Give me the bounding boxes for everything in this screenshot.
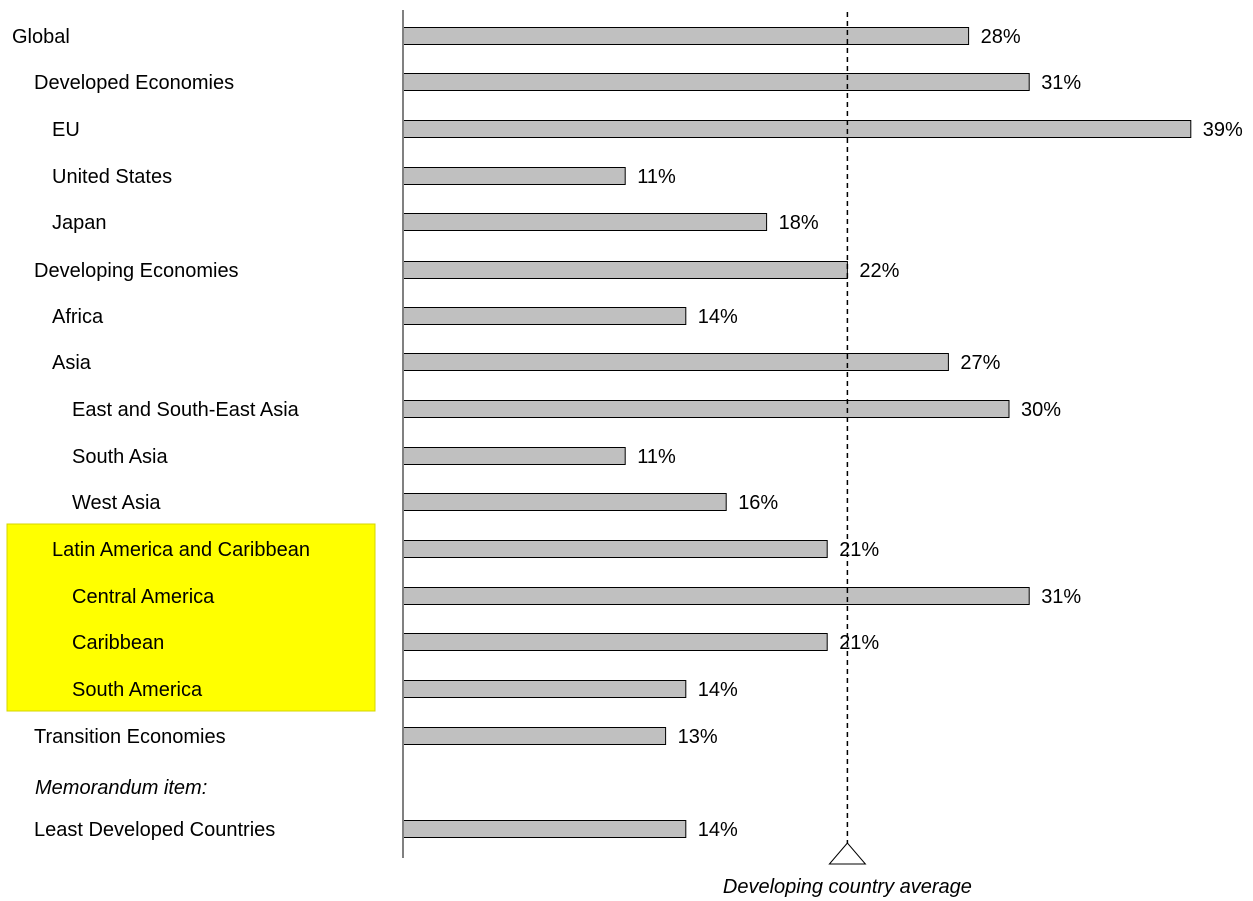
bar	[402, 167, 626, 185]
bar	[402, 820, 687, 838]
value-label: 21%	[839, 539, 879, 561]
reference-line-label: Developing country average	[723, 876, 972, 898]
category-label: Caribbean	[72, 632, 164, 654]
bar	[402, 73, 1030, 91]
category-label: Least Developed Countries	[34, 819, 275, 841]
value-label: 28%	[981, 26, 1021, 48]
bar	[402, 261, 848, 279]
bar	[402, 447, 626, 465]
bar	[402, 213, 768, 231]
category-label: Africa	[52, 306, 104, 328]
value-label: 14%	[698, 819, 738, 841]
category-label: Global	[12, 26, 70, 48]
category-label: Developing Economies	[34, 260, 239, 282]
bar	[402, 353, 949, 371]
bar	[402, 307, 687, 325]
category-label: Asia	[52, 352, 92, 374]
category-label: Transition Economies	[34, 726, 226, 748]
value-label: 11%	[637, 446, 676, 468]
category-label: East and South-East Asia	[72, 399, 300, 421]
category-label: West Asia	[72, 492, 161, 514]
category-label: Japan	[52, 212, 107, 234]
value-label: 39%	[1203, 119, 1243, 141]
highlight-box	[6, 523, 376, 712]
bar	[402, 587, 1030, 605]
category-label: Central America	[72, 586, 215, 608]
bar	[402, 493, 727, 511]
bar	[402, 680, 687, 698]
value-label: 14%	[698, 679, 738, 701]
bar	[402, 727, 667, 745]
value-label: 18%	[779, 212, 819, 234]
value-label: 30%	[1021, 399, 1061, 421]
value-label: 22%	[859, 260, 899, 282]
value-label: 31%	[1041, 586, 1081, 608]
category-label: Developed Economies	[34, 72, 234, 94]
value-label: 16%	[738, 492, 778, 514]
value-labels: 28% 31% 39% 11% 18% 22% 14% 27% 30% 11% 16% 21% 31% 2…	[637, 26, 1243, 841]
bars	[402, 27, 1192, 838]
value-label: 31%	[1041, 72, 1081, 94]
value-label: 14%	[698, 306, 738, 328]
value-label: 27%	[960, 352, 1000, 374]
value-label: 13%	[678, 726, 718, 748]
bar	[402, 400, 1010, 418]
bar	[402, 120, 1192, 138]
category-label: South Asia	[72, 446, 169, 468]
value-label: 21%	[839, 632, 879, 654]
bar	[402, 540, 828, 558]
category-label: South America	[72, 679, 203, 701]
value-label: 11%	[637, 166, 676, 188]
reference-marker-icon	[828, 842, 867, 865]
category-label: Latin America and Caribbean	[52, 539, 310, 561]
bar	[402, 27, 970, 45]
category-labels: Global Developed Economies EU United States…	[12, 26, 310, 841]
category-label: EU	[52, 119, 80, 141]
category-label: United States	[52, 166, 172, 188]
memorandum-label: Memorandum item:	[35, 777, 207, 799]
reference-line-group: Developing country average	[723, 12, 972, 898]
bar	[402, 633, 828, 651]
